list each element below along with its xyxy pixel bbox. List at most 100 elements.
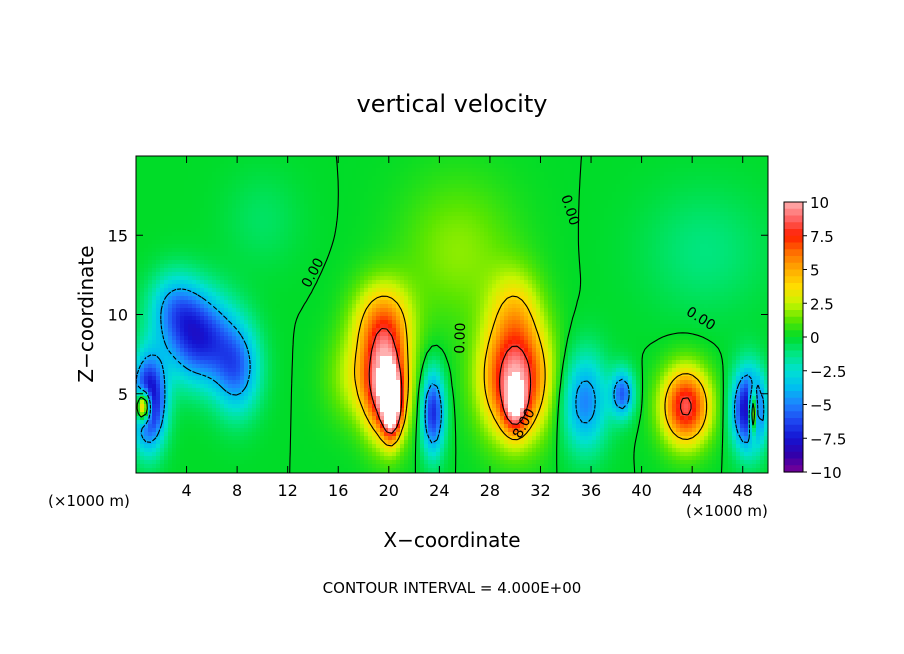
heatmap-cell [524,164,529,169]
heatmap-cell [192,224,197,229]
heatmap-cell [596,256,601,261]
heatmap-cell [308,248,313,253]
heatmap-cell [564,200,569,205]
heatmap-cell [752,200,757,205]
heatmap-cell [308,236,313,241]
heatmap-cell [300,224,305,229]
heatmap-cell [448,188,453,193]
heatmap-cell [640,200,645,205]
heatmap-cell [592,260,597,265]
heatmap-cell [728,180,733,185]
heatmap-cell [324,192,329,197]
heatmap-cell [228,264,233,269]
heatmap-cell [368,228,373,233]
heatmap-cell [360,204,365,209]
heatmap-cell [664,216,669,221]
heatmap-cell [700,176,705,181]
heatmap-cell [256,188,261,193]
heatmap-cell [264,180,269,185]
heatmap-cell [568,264,573,269]
heatmap-cell [436,224,441,229]
heatmap-cell [484,272,489,277]
heatmap-cell [428,200,433,205]
heatmap-cell [736,244,741,249]
heatmap-cell [492,256,497,261]
heatmap-cell [272,212,277,217]
heatmap-cell [348,268,353,273]
heatmap-cell [312,272,317,277]
heatmap-cell [356,212,361,217]
heatmap-cell [260,256,265,261]
heatmap-cell [356,188,361,193]
heatmap-cell [344,252,349,257]
heatmap-cell [436,168,441,173]
heatmap-cell [260,244,265,249]
heatmap-cell [432,184,437,189]
heatmap-cell [372,156,377,161]
heatmap-cell [264,232,269,237]
heatmap-cell [508,212,513,217]
heatmap-cell [328,236,333,241]
heatmap-cell [404,252,409,257]
heatmap-cell [184,176,189,181]
heatmap-cell [240,208,245,213]
heatmap-cell [764,208,768,213]
heatmap-cell [572,204,577,209]
heatmap-cell [756,276,761,281]
heatmap-cell [688,200,693,205]
heatmap-cell [256,196,261,201]
heatmap-cell [372,204,377,209]
heatmap-cell [712,244,717,249]
heatmap-cell [756,252,761,257]
heatmap-cell [136,276,141,281]
heatmap-cell [204,196,209,201]
heatmap-cell [148,172,153,177]
heatmap-cell [764,268,768,273]
heatmap-cell [236,276,241,281]
heatmap-cell [704,156,709,161]
heatmap-cell [368,192,373,197]
heatmap-cell [708,256,713,261]
heatmap-cell [720,272,725,277]
heatmap-cell [464,224,469,229]
heatmap-cell [152,216,157,221]
heatmap-cell [660,244,665,249]
heatmap-cell [260,220,265,225]
heatmap-cell [736,264,741,269]
heatmap-cell [680,272,685,277]
heatmap-cell [148,192,153,197]
heatmap-cell [432,252,437,257]
heatmap-cell [628,192,633,197]
heatmap-cell [368,156,373,161]
heatmap-cell [428,168,433,173]
heatmap-cell [688,260,693,265]
heatmap-cell [388,228,393,233]
heatmap-cell [752,168,757,173]
heatmap-cell [476,204,481,209]
heatmap-cell [748,160,753,165]
heatmap-cell [612,160,617,165]
heatmap-cell [476,208,481,213]
heatmap-cell [216,256,221,261]
heatmap-cell [220,168,225,173]
heatmap-cell [304,252,309,257]
heatmap-cell [460,260,465,265]
heatmap-cell [424,200,429,205]
heatmap-cell [740,200,745,205]
heatmap-cell [296,272,301,277]
heatmap-cell [728,196,733,201]
heatmap-cell [212,272,217,277]
heatmap-cell [360,216,365,221]
heatmap-cell [284,248,289,253]
heatmap-cell [444,272,449,277]
heatmap-cell [192,168,197,173]
heatmap-cell [276,276,281,281]
heatmap-cell [708,160,713,165]
heatmap-cell [320,184,325,189]
heatmap-cell [252,164,257,169]
heatmap-cell [560,276,565,281]
heatmap-cell [268,196,273,201]
heatmap-cell [432,256,437,261]
heatmap-cell [668,276,673,281]
heatmap-cell [420,204,425,209]
